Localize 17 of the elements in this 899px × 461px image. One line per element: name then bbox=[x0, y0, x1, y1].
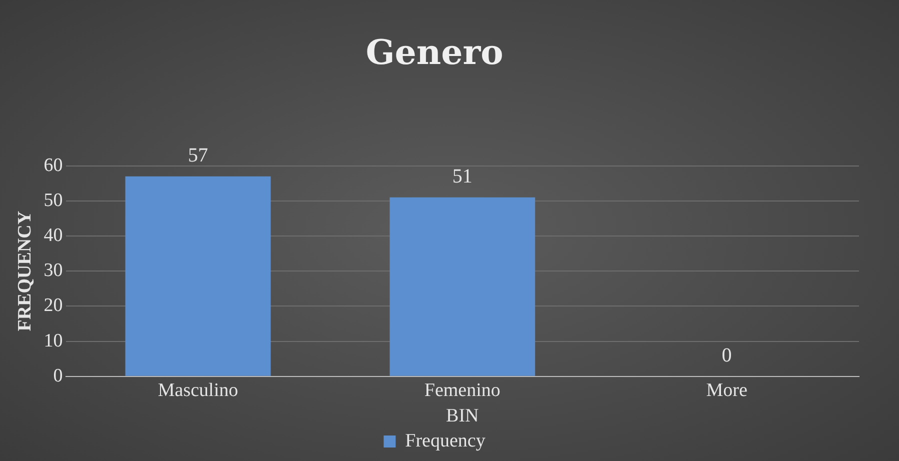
y-tick-label: 0 bbox=[53, 365, 63, 386]
data-label: 57 bbox=[188, 144, 208, 167]
y-tick-label: 50 bbox=[44, 190, 63, 211]
x-axis-title: BIN bbox=[446, 406, 480, 427]
y-tick-label: 40 bbox=[44, 224, 63, 246]
data-label: 0 bbox=[722, 344, 732, 367]
y-tick-label: 60 bbox=[44, 154, 63, 176]
y-tick-label: 10 bbox=[44, 330, 63, 352]
y-tick-label: 30 bbox=[44, 260, 63, 282]
legend-label: Frequency bbox=[405, 430, 486, 452]
y-axis-title: FREQUENCY bbox=[14, 210, 36, 332]
y-tick-label: 20 bbox=[44, 295, 63, 316]
x-tick-label: Masculino bbox=[158, 380, 238, 401]
data-label: 51 bbox=[452, 166, 472, 188]
x-tick-label: More bbox=[706, 380, 748, 401]
x-tick-label: Femenino bbox=[424, 380, 500, 401]
chart-title: Genero bbox=[366, 33, 504, 74]
